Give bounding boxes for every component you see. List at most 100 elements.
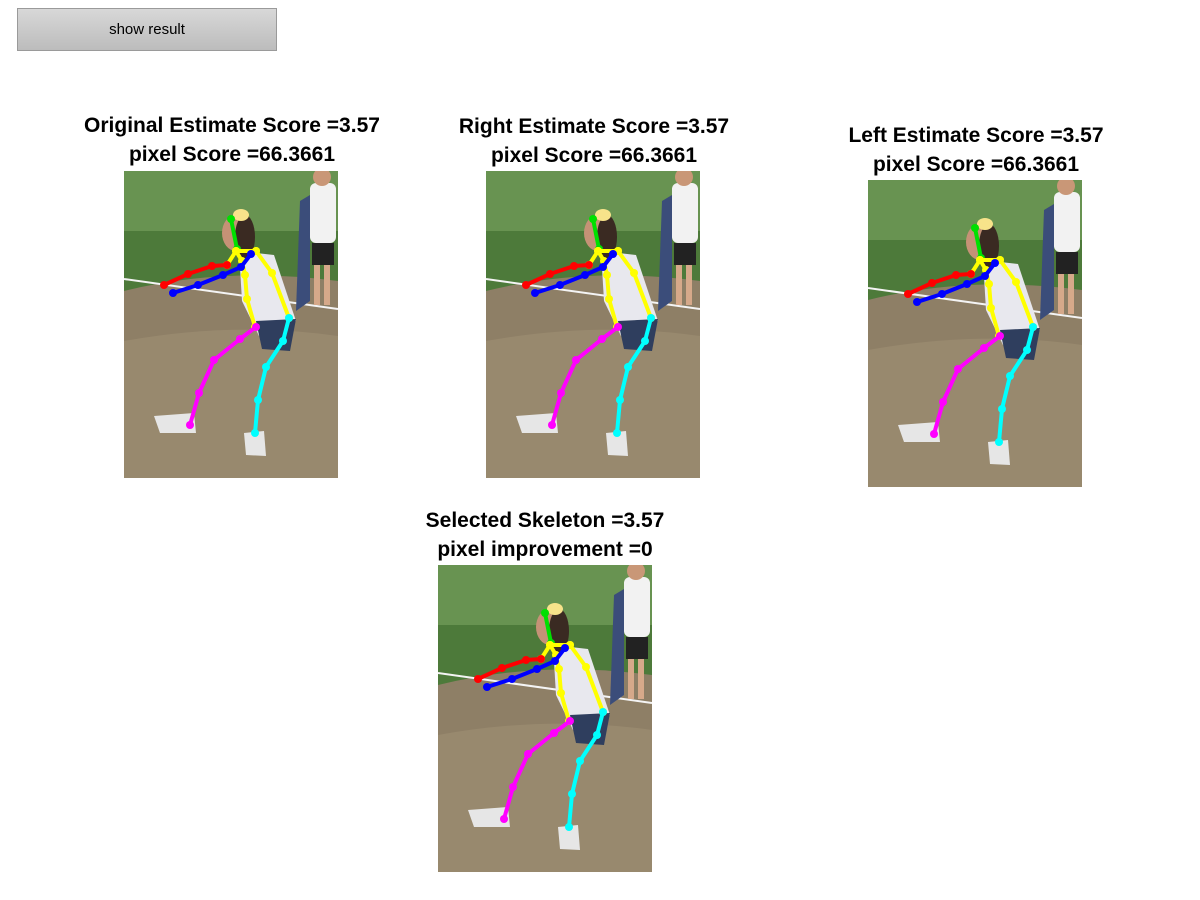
joint-marker: [613, 429, 621, 437]
bystander-shirt: [310, 183, 336, 243]
right-score-line: Right Estimate Score =3.57: [458, 115, 730, 138]
selected-skeleton-image: [438, 565, 652, 872]
bystander-leg: [628, 659, 634, 699]
joint-marker: [585, 261, 593, 269]
joint-marker: [963, 280, 971, 288]
left-pixel-score-line: pixel Score =66.3661: [872, 153, 1080, 176]
bystander-head: [675, 171, 693, 186]
joint-marker: [500, 815, 508, 823]
joint-marker: [980, 344, 988, 352]
joint-marker: [241, 271, 249, 279]
joint-marker: [268, 269, 276, 277]
joint-marker: [971, 224, 979, 232]
left-estimate-title: Left Estimate Score =3.57 pixel Score =6…: [796, 121, 1156, 179]
joint-marker: [232, 247, 240, 255]
joint-marker: [550, 729, 558, 737]
bystander-leg: [314, 265, 320, 305]
pose-skeleton: [160, 215, 293, 437]
joint-marker: [647, 314, 655, 322]
joint-marker: [252, 323, 260, 331]
bystander-leg: [1068, 274, 1074, 314]
joint-marker: [243, 295, 251, 303]
joint-marker: [568, 790, 576, 798]
right-arm-limb: [524, 263, 591, 287]
joint-marker: [582, 663, 590, 671]
joint-marker: [1023, 346, 1031, 354]
joint-marker: [169, 289, 177, 297]
player-headband: [977, 218, 993, 230]
bystander-shirt: [624, 577, 650, 637]
joint-marker: [995, 438, 1003, 446]
player-headband: [547, 603, 563, 615]
player-headband: [595, 209, 611, 221]
player-shoe: [468, 807, 510, 827]
bystander-shorts: [626, 637, 648, 659]
bystander-leg: [686, 265, 692, 305]
joint-marker: [483, 683, 491, 691]
joint-marker: [985, 280, 993, 288]
joint-marker: [522, 281, 530, 289]
original-pixel-score-line: pixel Score =66.3661: [128, 143, 336, 166]
bystander-head: [313, 171, 331, 186]
joint-marker: [474, 675, 482, 683]
joint-marker: [624, 363, 632, 371]
joint-marker: [541, 609, 549, 617]
show-result-button[interactable]: show result: [17, 8, 277, 51]
joint-marker: [498, 664, 506, 672]
player-shoe: [606, 431, 628, 456]
player-shorts: [1000, 328, 1040, 360]
joint-marker: [566, 717, 574, 725]
original-estimate-title: Original Estimate Score =3.57 pixel Scor…: [52, 111, 412, 169]
bystander-shorts: [312, 243, 334, 265]
bystander-leg: [676, 265, 682, 305]
joint-marker: [251, 429, 259, 437]
hanging-towel: [658, 195, 672, 311]
original-estimate-image: [124, 171, 338, 478]
joint-marker: [928, 279, 936, 287]
original-score-line: Original Estimate Score =3.57: [84, 114, 380, 137]
selected-skeleton-title: Selected Skeleton =3.57 pixel improvemen…: [365, 506, 725, 564]
hanging-towel: [1040, 204, 1054, 320]
player-shoe: [244, 431, 266, 456]
bystander-shirt: [672, 183, 698, 243]
joint-marker: [1029, 323, 1037, 331]
joint-marker: [603, 271, 611, 279]
player-shorts: [256, 319, 296, 351]
bystander-shorts: [1056, 252, 1078, 274]
joint-marker: [599, 708, 607, 716]
photo-canvas: [868, 180, 1082, 487]
joint-marker: [616, 396, 624, 404]
photo-canvas: [486, 171, 700, 478]
player-shoe: [898, 422, 940, 442]
selected-score-line: Selected Skeleton =3.57: [425, 509, 665, 532]
joint-marker: [551, 657, 559, 665]
joint-marker: [599, 263, 607, 271]
joint-marker: [285, 314, 293, 322]
joint-marker: [1006, 372, 1014, 380]
joint-marker: [981, 272, 989, 280]
joint-marker: [223, 261, 231, 269]
joint-marker: [195, 389, 203, 397]
head-limb: [229, 217, 239, 251]
joint-marker: [537, 655, 545, 663]
joint-marker: [546, 641, 554, 649]
joint-marker: [605, 295, 613, 303]
joint-marker: [976, 256, 984, 264]
joint-marker: [641, 337, 649, 345]
joint-marker: [508, 675, 516, 683]
joint-marker: [556, 281, 564, 289]
bystander-leg: [1058, 274, 1064, 314]
joint-marker: [279, 337, 287, 345]
joint-marker: [522, 656, 530, 664]
left-score-line: Left Estimate Score =3.57: [848, 124, 1104, 147]
pose-skeleton: [474, 609, 607, 831]
joint-marker: [186, 421, 194, 429]
joint-marker: [262, 363, 270, 371]
joint-marker: [996, 332, 1004, 340]
joint-marker: [630, 269, 638, 277]
joint-marker: [930, 430, 938, 438]
dirt-ground-light: [486, 329, 700, 478]
joint-marker: [967, 270, 975, 278]
right-estimate-image: [486, 171, 700, 478]
dirt-ground-light: [868, 338, 1082, 487]
